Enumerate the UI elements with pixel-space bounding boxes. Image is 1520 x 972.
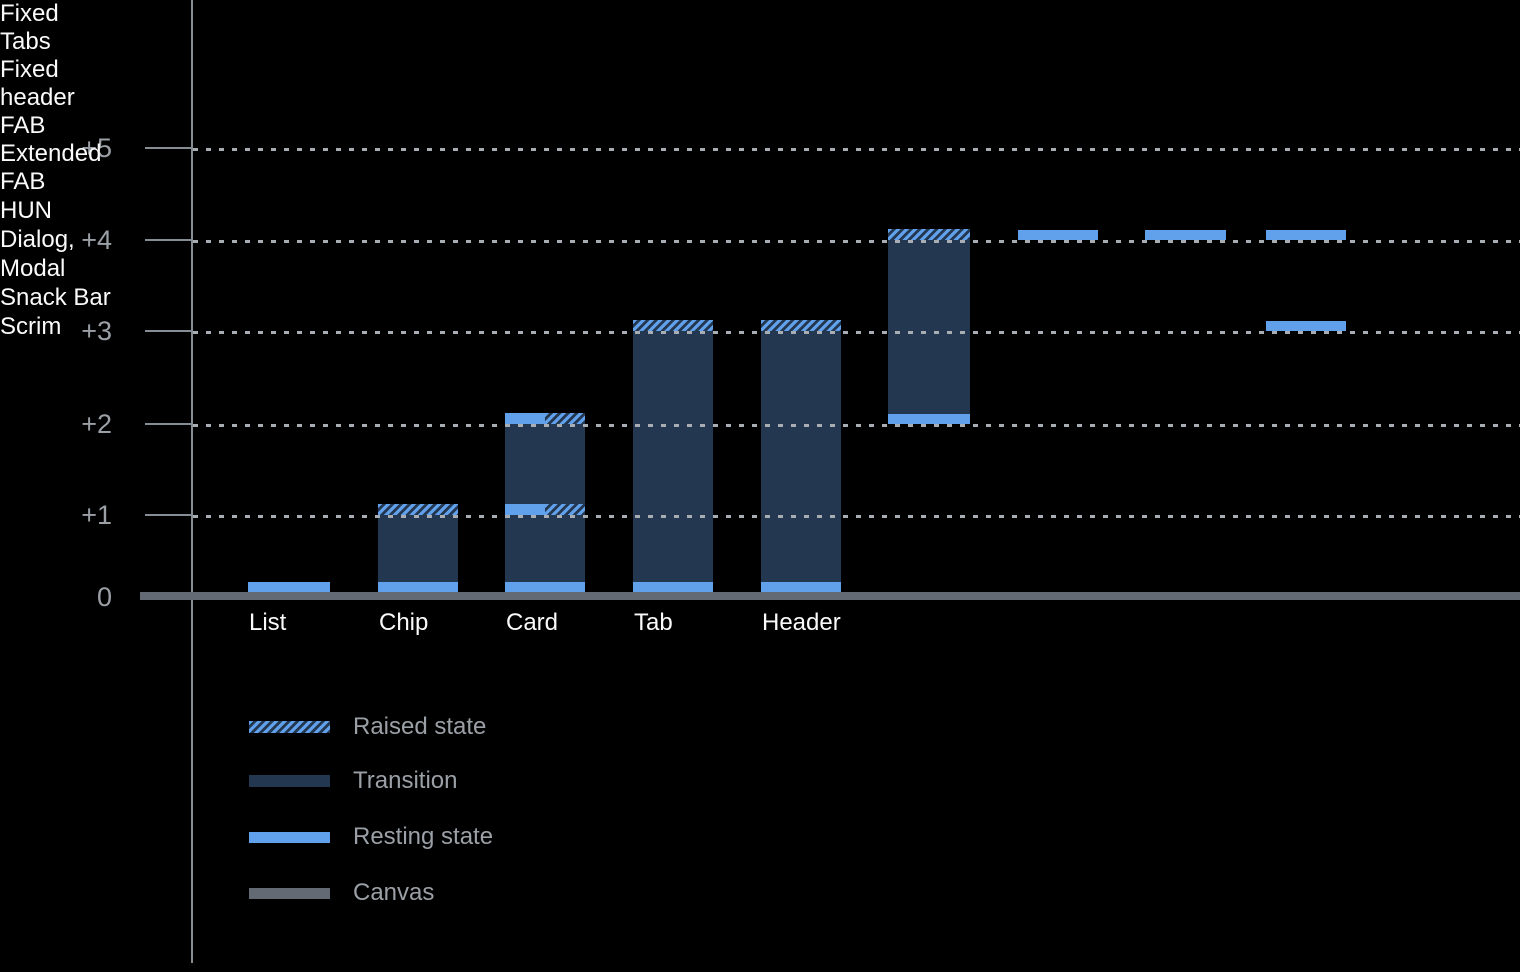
legend-label-resting: Resting state: [353, 823, 494, 850]
legend-swatch-raised: [249, 721, 330, 733]
bar-tab-transition: [633, 331, 713, 582]
bar-below-label-line: FAB: [0, 168, 46, 195]
bar-inner-label-line: Fixed: [0, 56, 59, 83]
ytick-4: [145, 239, 191, 241]
legend-swatch-transition: [249, 775, 330, 787]
bar-label-header: Header: [762, 609, 841, 636]
legend-item-canvas: Canvas: [249, 878, 434, 908]
bar-scrim-resting-band: [1266, 321, 1346, 331]
gridline-5: [193, 148, 1520, 151]
bar-inner-label-line: Fixed: [0, 0, 59, 27]
gridline-2: [193, 424, 1520, 427]
bar-header-transition: [761, 331, 841, 582]
ytick-label-0: 0: [96, 582, 112, 612]
ytick-1: [145, 514, 191, 516]
bar-chip-resting-band: [378, 582, 458, 592]
y-axis-line: [191, 0, 193, 963]
band-label-line: Scrim: [0, 313, 62, 340]
bar-fab-resting-band: [888, 414, 970, 424]
bar-card-resting-band: [505, 582, 585, 592]
gridline-3: [193, 331, 1520, 334]
ytick-label-4: +4: [81, 225, 112, 255]
legend-label-raised: Raised state: [353, 713, 487, 740]
legend-item-raised: Raised state: [249, 712, 486, 742]
band-label-snack-bar: Snack Bar: [0, 283, 1520, 312]
bar-chip-raised-band: [378, 504, 458, 515]
bar-snack-bar-resting-band: [1266, 230, 1346, 240]
ytick-5: [145, 147, 191, 149]
ytick-2: [145, 423, 191, 425]
bar-dialog-modal-resting-band: [1145, 230, 1226, 240]
bar-tab-raised-band: [633, 320, 713, 331]
bar-below-label-line: Extended: [0, 140, 102, 167]
bar-inner-label-fab: FAB: [0, 112, 1520, 140]
legend-item-resting: Resting state: [249, 822, 493, 852]
bar-card-split-raised-1: [545, 504, 585, 515]
bar-chip-transition: [378, 515, 458, 582]
ytick-label-2: +2: [81, 409, 112, 439]
band-label-line: Modal: [0, 255, 66, 282]
bar-inner-label-line: FAB: [0, 112, 46, 139]
canvas-baseline: [140, 592, 1520, 600]
bar-fab-raised-band: [888, 229, 970, 240]
ytick-label-5: +5: [81, 133, 112, 163]
legend-item-transition: Transition: [249, 766, 457, 796]
gridline-1: [193, 515, 1520, 518]
legend-label-canvas: Canvas: [353, 879, 435, 906]
band-label-scrim: Scrim: [0, 312, 1520, 341]
bar-inner-label-line: Tabs: [0, 28, 51, 55]
bar-label-card: Card: [506, 609, 559, 636]
legend-swatch-canvas: [249, 887, 330, 899]
bar-below-label-fab: Extended FAB: [0, 140, 1520, 196]
legend-swatch-resting: [249, 831, 330, 843]
bar-card-transition: [505, 424, 585, 582]
bar-fab-transition: [888, 240, 970, 414]
bar-card-split-resting-1: [505, 504, 545, 515]
bar-inner-label-tab: Fixed Tabs: [0, 0, 1520, 56]
bar-inner-label-header: Fixed header: [0, 56, 1520, 112]
legend-label-transition: Transition: [353, 767, 458, 794]
bar-label-list: List: [249, 609, 287, 636]
band-label-dialog-modal: Dialog, Modal: [0, 225, 1520, 283]
bar-header-resting-band: [761, 582, 841, 592]
ytick-label-3: +3: [81, 316, 112, 346]
bar-label-chip: Chip: [379, 609, 429, 636]
band-label-hun: HUN: [0, 196, 1520, 225]
bar-card-split-raised-2: [545, 413, 585, 424]
bar-inner-label-line: header: [0, 84, 75, 111]
band-label-line: HUN: [0, 197, 52, 224]
bar-label-tab: Tab: [634, 609, 673, 636]
ytick-3: [145, 330, 191, 332]
bar-header-raised-band: [761, 320, 841, 331]
bar-list-resting-band: [248, 582, 330, 592]
ytick-label-1: +1: [81, 500, 112, 530]
bar-tab-resting-band: [633, 582, 713, 592]
gridline-4: [193, 240, 1520, 243]
bar-card-split-resting-2: [505, 413, 545, 424]
band-label-line: Dialog,: [0, 226, 75, 253]
bar-hun-resting-band: [1018, 230, 1098, 240]
band-label-line: Snack Bar: [0, 284, 111, 311]
